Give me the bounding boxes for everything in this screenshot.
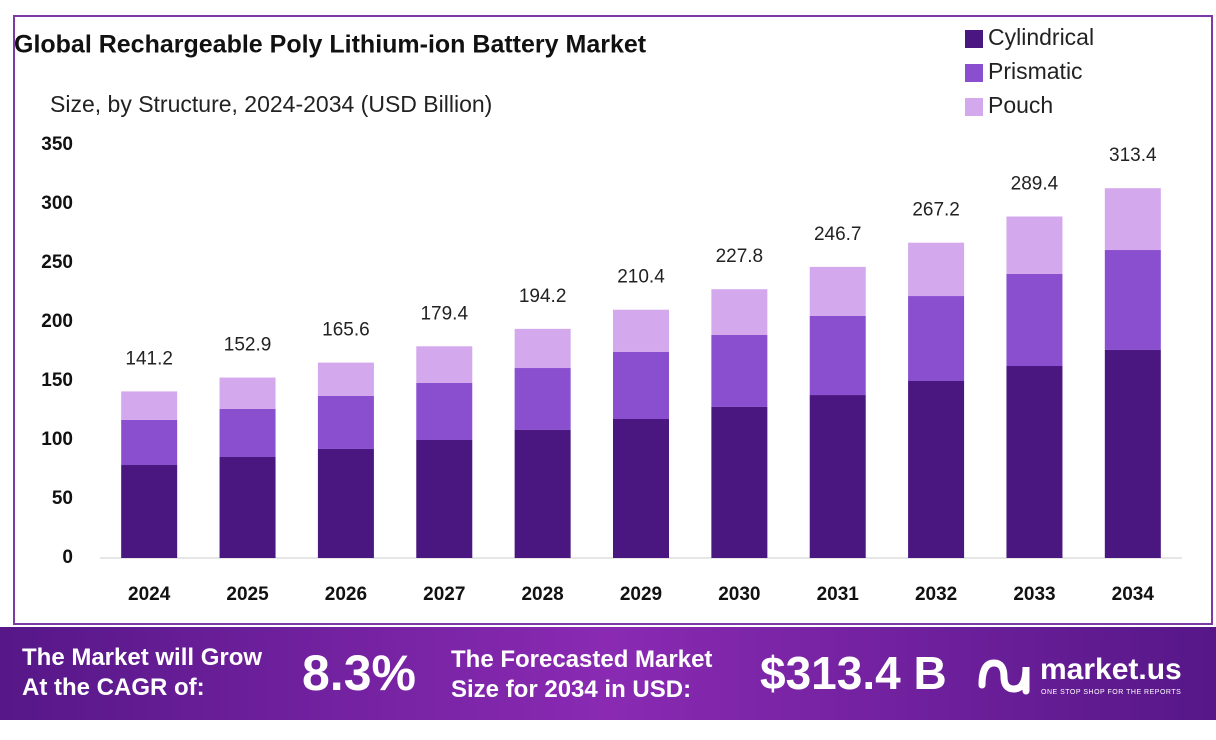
bar-segment [711,334,768,407]
tagline: ONE STOP SHOP FOR THE REPORTS [1041,689,1182,696]
bar-segment [1006,366,1063,558]
legend-swatch [965,64,983,82]
y-tick-label: 300 [41,193,73,214]
forecast-value: $313.4 B [760,647,947,699]
bar-segment [908,242,965,297]
legend-label: Cylindrical [988,24,1094,50]
total-label: 246.7 [814,224,862,245]
bar-segment [416,346,473,384]
total-label: 194.2 [519,286,567,307]
bar-segment [121,419,178,466]
total-label: 141.2 [125,348,173,369]
total-label: 152.9 [224,335,272,356]
bar-segment [514,429,571,558]
total-label: 313.4 [1109,145,1157,166]
text: At the CAGR of: [22,674,205,701]
y-tick-label: 200 [41,311,73,332]
bar-segment [1006,273,1063,367]
bar-segment [1104,250,1161,350]
chart-subtitle: Size, by Structure, 2024-2034 (USD Billi… [50,91,492,117]
y-tick-label: 150 [41,370,73,391]
bar-segment [121,391,178,420]
total-label: 165.6 [322,320,370,341]
bar-segment [809,266,866,316]
bar-segment [711,289,768,335]
total-label: 179.4 [420,303,468,324]
total-label: 210.4 [617,267,665,288]
chart-title: Global Rechargeable Poly Lithium-ion Bat… [14,31,647,59]
forecast-label: The Forecasted Market Size for 2034 in US… [451,645,712,705]
legend-label: Prismatic [988,58,1083,84]
x-tick-label: 2030 [718,584,760,605]
total-label: 267.2 [912,200,960,221]
y-tick-label: 250 [41,252,73,273]
bar-segment [809,315,866,396]
bar-segment [121,465,178,558]
bar-segment [613,309,669,352]
text: The Market will Grow [22,644,263,671]
x-tick-label: 2033 [1013,584,1055,605]
brand: market.us [1040,653,1182,686]
x-tick-label: 2024 [128,584,171,605]
bar-segment [613,351,669,419]
cagr-label: The Market will Grow At the CAGR of: [22,643,262,703]
total-label: 289.4 [1011,174,1059,195]
bar-segment [711,406,768,558]
bar-segment [219,408,276,457]
text: The Forecasted Market [451,646,713,673]
bar-segment [908,381,965,558]
x-tick-label: 2032 [915,584,957,605]
footer: The Market will Grow At the CAGR of: 8.3%… [0,627,1216,720]
bar-segment [317,362,374,396]
legend-label: Pouch [988,92,1053,118]
x-tick-label: 2028 [521,584,563,605]
x-tick-label: 2025 [226,584,269,605]
bar-segment [908,296,965,381]
bar-segment [317,448,374,558]
legend-swatch [965,98,983,116]
bar-segment [1104,349,1161,558]
x-tick-label: 2034 [1112,584,1155,605]
bar-segment [416,383,473,440]
bar-segment [219,456,276,558]
x-tick-label: 2031 [817,584,860,605]
total-label: 227.8 [716,246,764,267]
cagr-value: 8.3% [302,645,416,701]
legend-swatch [965,30,983,48]
text: Size for 2034 in USD: [451,676,692,703]
bar-segment [514,328,571,369]
y-tick-label: 100 [41,429,73,450]
bar-segment [317,395,374,449]
bar-segment [1006,216,1063,274]
logo-icon [978,659,1030,695]
bar-segment [613,418,669,558]
bar-segment [219,377,276,409]
frame [13,15,1213,625]
y-tick-label: 350 [41,134,73,155]
y-tick-label: 50 [52,488,73,509]
chart: Global Rechargeable Poly Lithium-ion Bat… [13,15,1213,625]
bar-segment [416,440,473,558]
bar-segment [514,368,571,430]
x-tick-label: 2027 [423,584,465,605]
bar-segment [1104,188,1161,251]
x-tick-label: 2029 [620,584,662,605]
x-tick-label: 2026 [325,584,367,605]
bar-segment [809,395,866,558]
y-tick-label: 0 [62,547,73,568]
